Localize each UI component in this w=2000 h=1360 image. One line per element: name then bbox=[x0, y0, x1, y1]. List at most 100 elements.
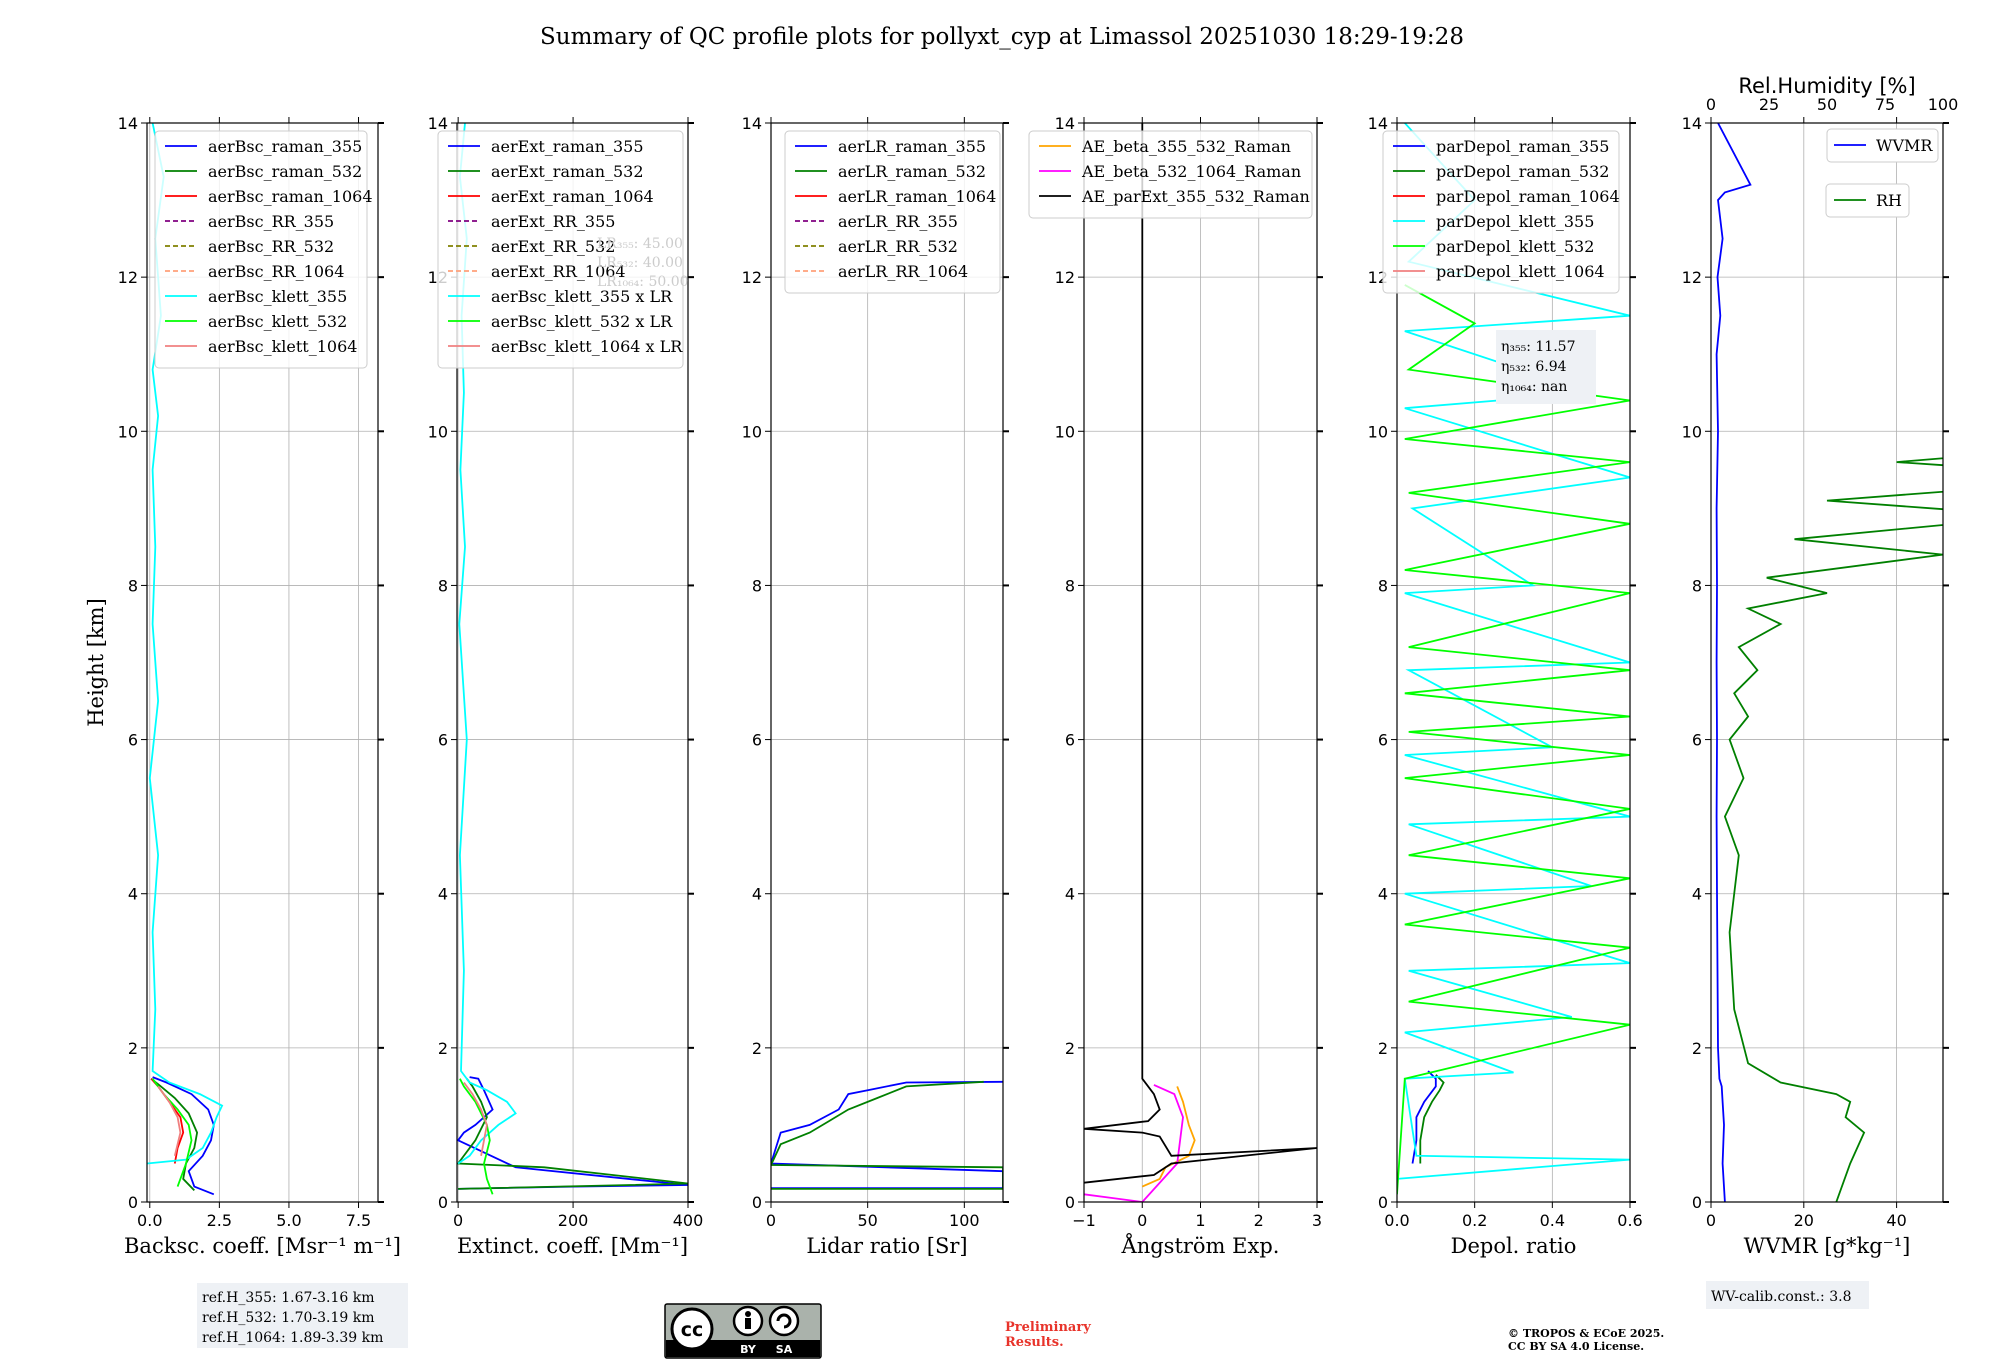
legend-box bbox=[1382, 130, 1620, 294]
copyright-line-1: © TROPOS & ECoE 2025. bbox=[1508, 1327, 1664, 1340]
legend-label: aerBsc_klett_355 bbox=[208, 287, 347, 306]
legend: AE_beta_355_532_Raman AE_beta_532_1064_Ra… bbox=[1028, 130, 1313, 219]
legend-label: aerExt_RR_1064 bbox=[491, 262, 626, 281]
legend-label: aerExt_raman_532 bbox=[491, 162, 644, 181]
preliminary-label-2: Results. bbox=[1005, 1335, 1064, 1350]
legend-label: aerBsc_RR_1064 bbox=[208, 262, 344, 281]
series-line-aerBsc_klett_532 x LR bbox=[459, 1078, 494, 1195]
legend-box bbox=[784, 130, 1001, 294]
x-tick-label: 0.2 bbox=[1462, 1211, 1487, 1230]
legend-label: aerBsc_raman_532 bbox=[208, 162, 362, 181]
series-line-aerLR_raman_532 bbox=[771, 1080, 1003, 1190]
x-tick-label: 0 bbox=[1137, 1211, 1147, 1230]
legend: aerLR_raman_355 aerLR_raman_532 aerLR_rama… bbox=[784, 130, 1001, 294]
legend-label: parDepol_klett_355 bbox=[1436, 212, 1594, 231]
refh-box: ref.H_355: 1.67-3.16 km ref.H_532: 1.70-… bbox=[197, 1283, 408, 1348]
legend-label: parDepol_raman_355 bbox=[1436, 137, 1609, 156]
y-tick-label: 2 bbox=[438, 1039, 448, 1058]
y-tick-label: 12 bbox=[1055, 268, 1075, 287]
series-line-AE_beta_355_532_Raman bbox=[1141, 1086, 1196, 1188]
x-tick-label: 50 bbox=[857, 1211, 877, 1230]
calib-box bbox=[1706, 1281, 1869, 1309]
x-tick-label: 200 bbox=[558, 1211, 589, 1230]
y-tick-label: 2 bbox=[1065, 1039, 1075, 1058]
legend-box-wvmr bbox=[1826, 128, 1939, 163]
series-line-WVMR bbox=[1715, 123, 1752, 1202]
axes-frame bbox=[146, 122, 379, 1203]
series-line-aerExt_raman_532 bbox=[457, 1078, 688, 1190]
y-tick-label: 0 bbox=[1692, 1193, 1702, 1212]
series-line-aerBsc_raman_355 bbox=[152, 1076, 215, 1196]
eta-label: η₁₀₆₄: nan bbox=[1501, 379, 1567, 395]
legend-label: parDepol_klett_532 bbox=[1436, 237, 1594, 256]
y-tick-label: 10 bbox=[1682, 422, 1702, 441]
x-tick-label: 2 bbox=[1254, 1211, 1264, 1230]
legend-label: aerExt_RR_355 bbox=[491, 212, 615, 231]
axes-frame bbox=[770, 122, 1004, 1203]
legend-label: aerLR_raman_1064 bbox=[838, 187, 996, 206]
x-tick-label: 0.0 bbox=[1384, 1211, 1409, 1230]
series-line-AE_beta_532_1064_Raman bbox=[1084, 1084, 1184, 1202]
x-axis-label: Lidar ratio [Sr] bbox=[806, 1234, 967, 1258]
legend-label: aerBsc_klett_355 x LR bbox=[491, 287, 673, 306]
sa-label: SA bbox=[776, 1343, 793, 1356]
y-tick-label: 6 bbox=[752, 731, 762, 750]
x-tick-label: 5.0 bbox=[276, 1211, 301, 1230]
legend: aerBsc_raman_355 aerBsc_raman_532 aerBsc_r… bbox=[154, 130, 373, 369]
top-x-tick-label: 50 bbox=[1817, 95, 1837, 114]
y-tick-label: 0 bbox=[128, 1193, 138, 1212]
y-tick-label: 2 bbox=[128, 1039, 138, 1058]
y-tick-label: 8 bbox=[1692, 576, 1702, 595]
y-tick-label: 14 bbox=[118, 114, 138, 133]
series-line-aerBsc_raman_532 bbox=[150, 1077, 199, 1192]
x-tick-label: 0 bbox=[1706, 1211, 1716, 1230]
panel-lidar_ratio: 0 50 100 0 2 4 6 8 10 12 14 Lidar ratio [Sr] aerLR_r… bbox=[742, 114, 1009, 1258]
y-tick-label: 2 bbox=[1378, 1039, 1388, 1058]
y-axis-label: Height [km] bbox=[84, 598, 108, 727]
series-line-RH bbox=[1723, 457, 1943, 1202]
preliminary-label-1: Preliminary bbox=[1005, 1320, 1091, 1335]
figure-title: Summary of QC profile plots for pollyxt_… bbox=[540, 24, 1464, 50]
legend-label: parDepol_raman_1064 bbox=[1436, 187, 1620, 206]
axes-frame bbox=[1710, 122, 1944, 1203]
y-tick-label: 4 bbox=[438, 885, 448, 904]
y-tick-label: 4 bbox=[1065, 885, 1075, 904]
legend-label: aerBsc_raman_1064 bbox=[208, 187, 373, 206]
legend-label: AE_beta_355_532_Raman bbox=[1081, 137, 1291, 156]
x-axis-label: Ångström Exp. bbox=[1121, 1233, 1280, 1258]
y-tick-label: 4 bbox=[1692, 885, 1702, 904]
series-line-aerBsc_klett_1064 bbox=[157, 1085, 182, 1157]
legend-label: AE_beta_532_1064_Raman bbox=[1081, 162, 1301, 181]
y-tick-label: 12 bbox=[742, 268, 762, 287]
x-axis-label: WVMR [g*kg⁻¹] bbox=[1744, 1234, 1911, 1258]
x-tick-label: 1 bbox=[1195, 1211, 1205, 1230]
y-tick-label: 0 bbox=[752, 1193, 762, 1212]
x-tick-label: 7.5 bbox=[346, 1211, 371, 1230]
copyright-line-2: CC BY SA 4.0 License. bbox=[1508, 1340, 1644, 1353]
y-tick-label: 6 bbox=[438, 731, 448, 750]
lr-label: LR₅₃₂: 40.00 bbox=[597, 255, 683, 271]
y-tick-label: 8 bbox=[1378, 576, 1388, 595]
y-tick-label: 10 bbox=[1368, 422, 1388, 441]
y-tick-label: 14 bbox=[1368, 114, 1388, 133]
eta-label: η₃₅₅: 11.57 bbox=[1501, 339, 1575, 355]
y-tick-label: 4 bbox=[1378, 885, 1388, 904]
cc-logo-icon bbox=[670, 1307, 714, 1351]
y-tick-label: 6 bbox=[128, 731, 138, 750]
x-tick-label: 2.5 bbox=[207, 1211, 232, 1230]
y-tick-label: 6 bbox=[1065, 731, 1075, 750]
x-tick-label: 100 bbox=[949, 1211, 980, 1230]
x-tick-label: 0 bbox=[766, 1211, 776, 1230]
legend: parDepol_raman_355 parDepol_raman_532 parD… bbox=[1382, 130, 1620, 294]
panel-water_vapor: 0 20 40 0 2 4 6 8 10 12 14 WVMR [g*kg⁻¹] 0 25 50 75 100 R… bbox=[1682, 74, 1958, 1309]
legend-label: AE_parExt_355_532_Raman bbox=[1081, 187, 1310, 206]
y-tick-label: 8 bbox=[128, 576, 138, 595]
x-tick-label: 0.6 bbox=[1617, 1211, 1642, 1230]
y-tick-label: 14 bbox=[1055, 114, 1075, 133]
legend-label: aerExt_RR_532 bbox=[491, 237, 615, 256]
legend: aerExt_raman_355 aerExt_raman_532 aerExt_r… bbox=[437, 130, 684, 369]
by-label: BY bbox=[740, 1343, 757, 1356]
legend-label: aerLR_raman_355 bbox=[838, 137, 986, 156]
x-axis-label: Backsc. coeff. [Msr⁻¹ m⁻¹] bbox=[124, 1234, 401, 1258]
